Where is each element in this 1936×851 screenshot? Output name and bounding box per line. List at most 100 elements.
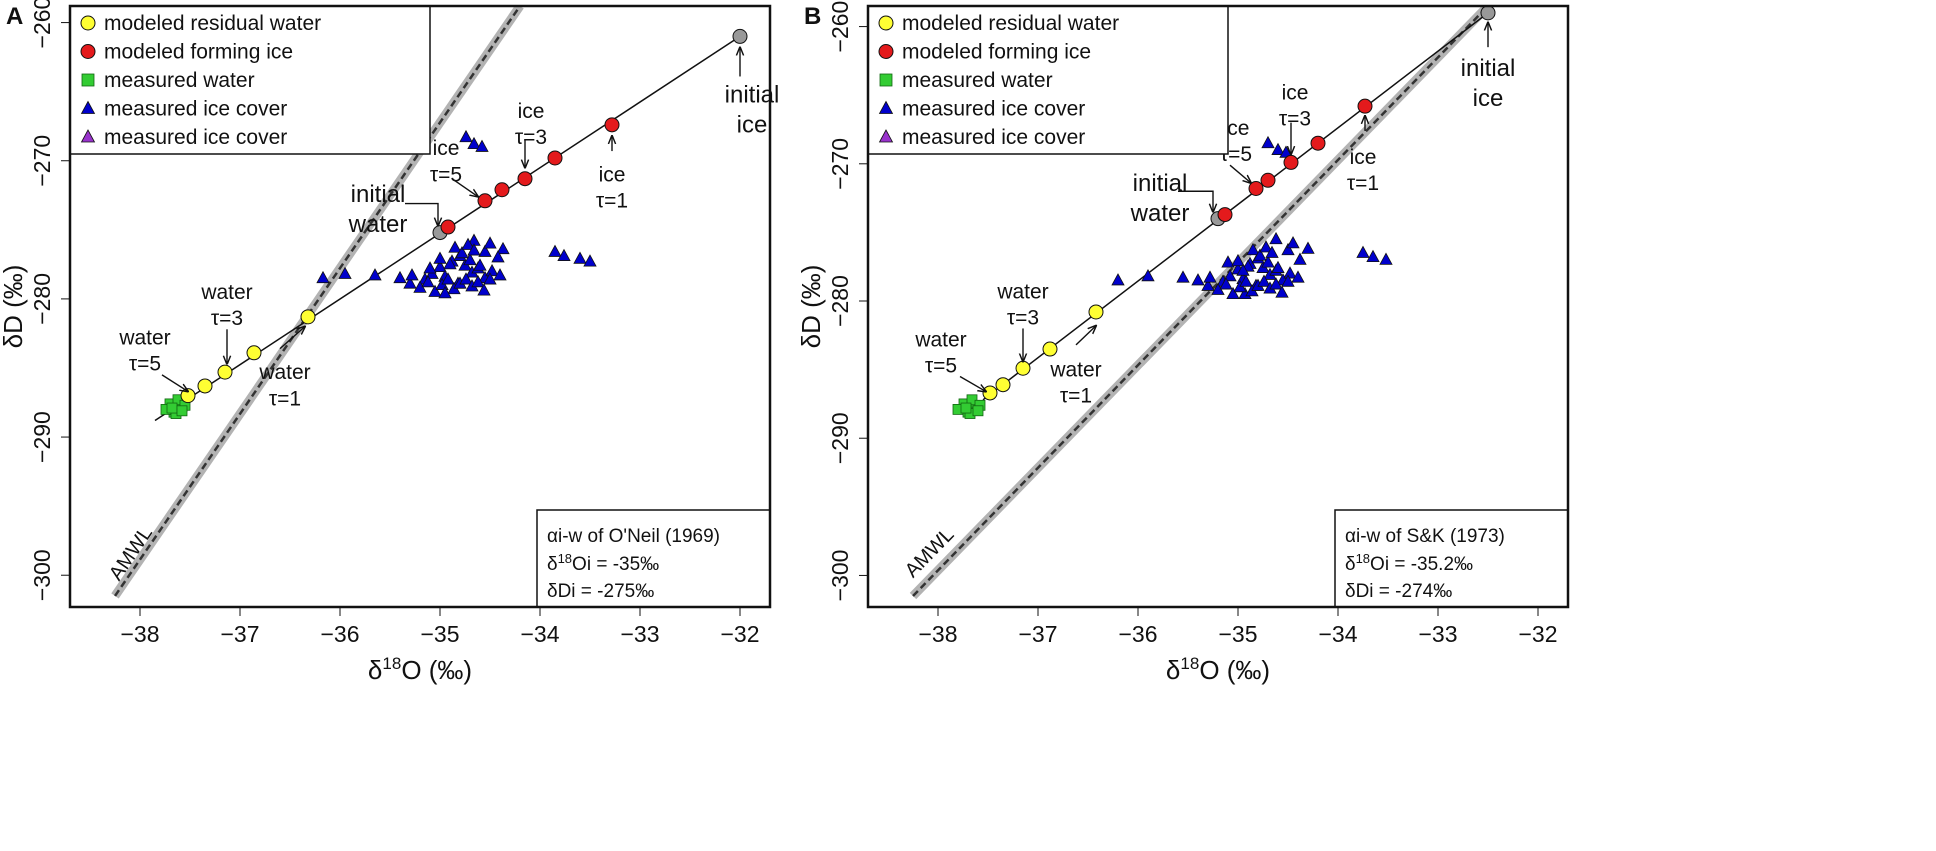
info-delta: δ <box>1345 554 1356 575</box>
measured-ice-point <box>1291 270 1305 283</box>
annotation-text: initial <box>1461 55 1516 82</box>
info-box: αi-w of O'Neil (1969)δ18Oi = -35‰δDi = -… <box>536 509 771 608</box>
measured-ice-point <box>433 251 447 264</box>
legend-box <box>867 5 1229 155</box>
annotation-text: initial <box>351 181 406 208</box>
measured-ice-point <box>478 244 492 257</box>
measured-ice-point <box>1239 274 1253 287</box>
legend-label: measured ice cover <box>104 98 287 121</box>
modeled-ice-point <box>1260 172 1276 188</box>
measured-ice-point <box>405 268 419 281</box>
amwl-line <box>912 6 1489 597</box>
measured-ice-point <box>483 272 497 285</box>
modeled-ice-point <box>517 171 533 187</box>
legend-label: modeled forming ice <box>902 41 1091 64</box>
x-label-delta: δ <box>1166 655 1180 685</box>
modeled-water-point <box>246 345 262 361</box>
info-superscript: 18 <box>1356 551 1370 566</box>
annotation-text: τ=1 <box>1060 385 1092 408</box>
legend-marker <box>80 100 96 114</box>
chart-panel-b: initial water initial ice ice τ=1 ice τ=3 ice τ=5… <box>796 1 1570 685</box>
annotation-arrow <box>959 375 986 391</box>
measured-ice-point <box>1236 263 1250 276</box>
info-delta: δ <box>547 554 558 575</box>
measured-ice-point <box>1271 260 1285 273</box>
x-axis-label: δ18O (‰) <box>1166 654 1270 685</box>
measured-water-point <box>176 405 188 417</box>
annotation-text: initial <box>1133 170 1188 197</box>
measured-ice-point <box>1246 242 1260 256</box>
modeled-ice-point <box>1283 154 1299 170</box>
panel-label: A <box>6 3 23 30</box>
measured-ice-point <box>1141 268 1155 282</box>
annotation-text: ice <box>1350 146 1377 169</box>
annotation-arrow <box>451 178 478 197</box>
amwl-line <box>113 6 522 597</box>
modeled-ice-point <box>547 150 563 166</box>
measured-ice-point <box>1191 273 1205 286</box>
annotation-text: water <box>996 280 1048 303</box>
x-tick-label: −36 <box>1118 621 1157 647</box>
annotation-arrow <box>1075 326 1096 346</box>
measured-ice-point <box>557 248 571 261</box>
legend-label: measured ice cover <box>104 126 287 149</box>
measured-ice-point <box>1219 277 1233 290</box>
measured-ice-point <box>438 286 452 299</box>
legend-marker <box>80 44 96 59</box>
measured-ice-point <box>1301 241 1315 254</box>
measured-ice-point <box>1261 255 1275 268</box>
modeled-water-point <box>217 364 233 380</box>
measured-ice-point <box>1281 242 1295 256</box>
annotation-text: ice <box>599 163 626 186</box>
plot-frame <box>866 4 1570 609</box>
legend-label: measured water <box>104 69 255 92</box>
y-axis-label: δD (‰) <box>796 265 826 349</box>
x-label-rest: O (‰) <box>1199 655 1270 685</box>
measured-ice-point <box>403 276 417 289</box>
measured-ice-point <box>448 240 462 253</box>
chart-panel-a: initialwaterinitialiceiceτ=1iceτ=3iceτ=5… <box>0 0 779 685</box>
annotation-text: ice <box>1282 81 1309 104</box>
measured-water-point <box>966 394 978 406</box>
measured-ice-point <box>473 258 487 271</box>
measured-ice-point <box>1231 253 1245 267</box>
annotation-text: τ=3 <box>515 126 547 149</box>
modeled-water-point <box>1015 360 1031 376</box>
measured-water-point <box>960 402 972 414</box>
measured-ice-point <box>1176 270 1190 283</box>
x-tick-label: −38 <box>120 621 159 647</box>
annotation-text: water <box>200 281 252 304</box>
plot-frame <box>68 4 772 609</box>
measured-ice-point <box>463 252 477 266</box>
annotation-text: water <box>348 211 408 238</box>
x-tick-label: −36 <box>320 621 359 647</box>
annotation-text: water <box>1130 200 1190 227</box>
annotation-text: ice <box>737 112 768 139</box>
legend-label: modeled residual water <box>902 12 1119 35</box>
x-tick-label: −34 <box>520 621 559 647</box>
measured-ice-point <box>1265 245 1279 258</box>
legend-marker <box>80 129 96 143</box>
measured-ice-point <box>483 236 497 249</box>
modeled-water-point <box>300 309 316 325</box>
measured-water-point <box>166 402 178 414</box>
modeled-water-point <box>197 378 213 394</box>
annotation-arrow <box>1178 190 1213 212</box>
measured-ice-point <box>316 270 330 284</box>
x-label-rest: O (‰) <box>401 655 472 685</box>
x-tick-label: −32 <box>1518 621 1557 647</box>
modeled-ice-point <box>477 193 493 209</box>
info-line-1-rest: i-w of O'Neil (1969) <box>558 526 720 547</box>
info-line-2-rest: Oi = -35.2‰ <box>1370 554 1473 575</box>
legend-marker <box>879 73 893 87</box>
modeled-ice-point <box>604 117 620 133</box>
x-tick-label: −32 <box>720 621 759 647</box>
x-tick-label: −37 <box>220 621 259 647</box>
measured-ice-point <box>1281 274 1295 287</box>
measured-ice-point <box>1111 273 1125 286</box>
initial-ice-point <box>732 28 748 44</box>
annotation-text: τ=1 <box>1347 172 1379 195</box>
legend-marker <box>878 129 894 143</box>
annotation-arrow <box>405 202 438 226</box>
